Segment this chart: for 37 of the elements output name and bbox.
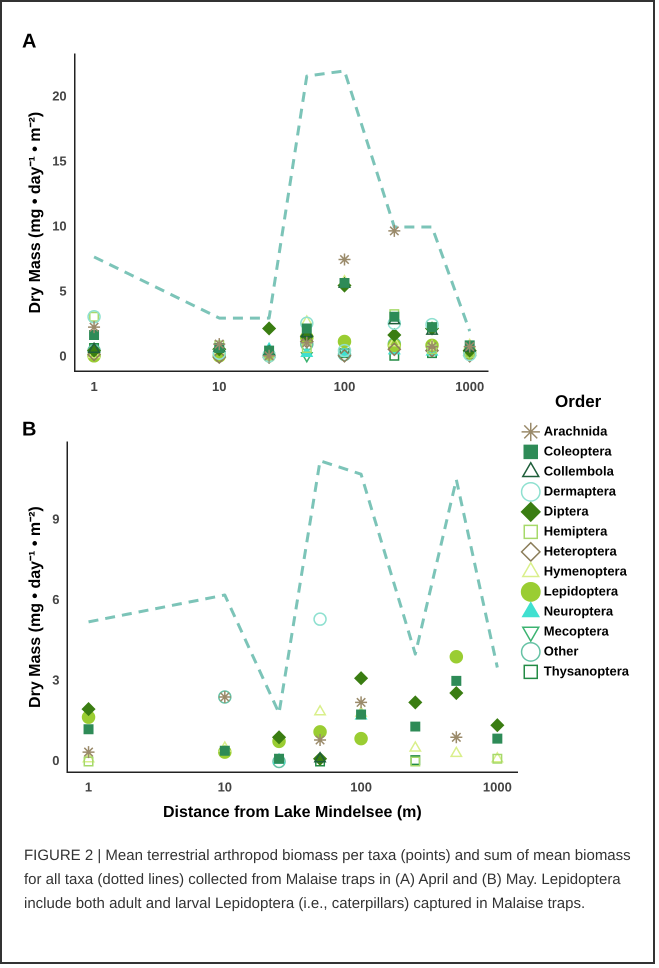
y-tick-label: 3 <box>52 672 60 688</box>
chart-title: A <box>22 30 36 53</box>
caption: FIGURE 2 | Mean terrestrial arthropod biomass per taxa (points) and sum of mean biomass for all taxa (dotted lines) collected from Malaise traps in (A) April and (B) May. Lepidoptera include both adult and larval Lepidoptera (i.e., caterpillars) captured in Malaise traps. <box>24 846 632 914</box>
chart-title: B <box>22 418 36 441</box>
y-tick-label: 5 <box>59 284 67 299</box>
y-tick-label: 9 <box>52 511 60 526</box>
legend-label: Hemiptera <box>544 523 608 538</box>
y-tick-label: 15 <box>52 154 67 169</box>
x-tick-label: 1 <box>84 780 92 795</box>
legend-label: Dermaptera <box>544 483 617 498</box>
legend-label: Thysanoptera <box>544 663 630 678</box>
x-tick-label: 1000 <box>482 780 512 795</box>
legend-label: Diptera <box>544 503 590 518</box>
x-tick-label: 10 <box>212 378 227 394</box>
x-tick-label: 100 <box>350 780 372 795</box>
x-axis-title: Distance from Lake Mindelsee (m) <box>162 804 422 821</box>
legend-title: Order <box>554 392 602 412</box>
y-axis-title: Dry Mass (mg • day⁻¹ • m⁻²) <box>27 506 44 708</box>
legend-label: Hymenoptera <box>544 563 628 578</box>
x-tick-label: 10 <box>218 780 232 795</box>
legend-label: Lepidoptera <box>544 583 619 598</box>
y-tick-label: 10 <box>52 218 67 234</box>
y-tick-label: 0 <box>52 753 60 768</box>
y-axis-title: Dry Mass (mg • day⁻¹ • m⁻²) <box>27 112 44 314</box>
legend-label: Arachnida <box>544 423 608 438</box>
legend-label: Other <box>544 643 578 658</box>
legend-label: Mecoptera <box>544 623 610 638</box>
x-tick-label: 1000 <box>455 378 484 394</box>
y-tick-label: 20 <box>52 88 67 104</box>
y-tick-label: 0 <box>59 348 67 364</box>
x-tick-label: 1 <box>90 378 98 394</box>
legend-label: Heteroptera <box>544 543 618 558</box>
legend-label: Collembola <box>544 463 615 478</box>
legend-label: Neuroptera <box>544 603 614 618</box>
y-tick-label: 6 <box>52 592 60 607</box>
x-tick-label: 100 <box>334 378 356 394</box>
legend-label: Coleoptera <box>544 443 612 458</box>
